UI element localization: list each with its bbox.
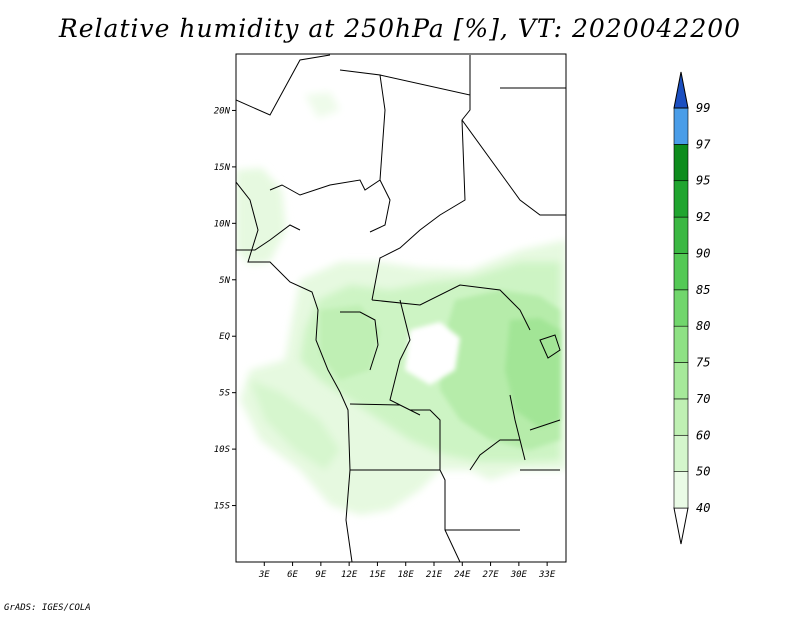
colorbar-label: 99 bbox=[696, 101, 710, 115]
lake-tanganyika bbox=[509, 394, 526, 461]
colorbar: 40 50 60 70 75 80 85 90 92 95 97 99 bbox=[673, 71, 711, 545]
colorbar-box bbox=[673, 144, 689, 182]
colorbar-label: 95 bbox=[696, 174, 710, 188]
lat-tick-label: EQ bbox=[219, 332, 230, 342]
lat-tick-label: 10S bbox=[214, 445, 231, 455]
lon-tick-label: 12E bbox=[341, 570, 358, 580]
humidity-region-40-north bbox=[236, 168, 286, 265]
colorbar-label: 90 bbox=[696, 246, 710, 260]
colorbar-box bbox=[673, 434, 689, 472]
colorbar-box bbox=[673, 471, 689, 509]
border-lines bbox=[236, 54, 566, 562]
colorbar-over-triangle bbox=[673, 71, 689, 109]
colorbar-box bbox=[673, 398, 689, 436]
colorbar-box bbox=[673, 325, 689, 363]
lat-tick-label: 15S bbox=[214, 502, 231, 512]
lon-tick-label: 9E bbox=[315, 570, 326, 580]
longitude-axis: 3E 6E 9E 12E 15E 18E 21E 24E 27E 30E 33E bbox=[258, 562, 556, 580]
colorbar-label: 50 bbox=[696, 465, 710, 479]
lat-tick-label: 5N bbox=[219, 276, 230, 286]
lon-tick-label: 30E bbox=[510, 570, 528, 580]
dry-patch bbox=[405, 322, 460, 385]
lat-tick-label: 20N bbox=[214, 106, 231, 116]
credit-text: GrADS: IGES/COLA bbox=[4, 603, 91, 613]
colorbar-label: 60 bbox=[696, 428, 710, 442]
map-frame bbox=[235, 53, 567, 563]
lon-tick-label: 18E bbox=[398, 570, 415, 580]
lon-tick-label: 3E bbox=[258, 570, 270, 580]
lon-tick-label: 33E bbox=[538, 570, 556, 580]
colorbar-box bbox=[673, 362, 689, 400]
lat-tick-label: 5S bbox=[219, 389, 230, 399]
lon-tick-label: 15E bbox=[369, 570, 386, 580]
humidity-field bbox=[236, 92, 566, 515]
colorbar-under-triangle bbox=[673, 507, 689, 545]
colorbar-box bbox=[673, 107, 689, 145]
lake-victoria bbox=[539, 334, 561, 359]
lon-tick-label: 24E bbox=[454, 570, 471, 580]
colorbar-box bbox=[673, 253, 689, 291]
lat-tick-label: 15N bbox=[214, 163, 231, 173]
lon-tick-label: 6E bbox=[287, 570, 298, 580]
lon-tick-label: 27E bbox=[482, 570, 499, 580]
lon-tick-label: 21E bbox=[426, 570, 443, 580]
colorbar-label: 85 bbox=[696, 283, 710, 297]
country-borders bbox=[236, 54, 566, 562]
colorbar-label: 40 bbox=[696, 501, 710, 515]
colorbar-label: 70 bbox=[696, 392, 710, 406]
humidity-region-50-sw bbox=[250, 380, 340, 470]
colorbar-box bbox=[673, 289, 689, 327]
lat-tick-label: 10N bbox=[214, 219, 231, 229]
colorbar-label: 92 bbox=[696, 210, 710, 224]
colorbar-label: 80 bbox=[696, 319, 710, 333]
colorbar-label: 97 bbox=[696, 137, 711, 151]
colorbar-label: 75 bbox=[696, 356, 710, 370]
latitude-axis: 20N 15N 10N 5N EQ 5S 10S 15S bbox=[214, 106, 236, 512]
humidity-region-40-sahara bbox=[305, 92, 340, 118]
chart-title: Relative humidity at 250hPa [%], VT: 202… bbox=[58, 14, 742, 43]
humidity-region-60-west bbox=[320, 305, 380, 380]
colorbar-box bbox=[673, 216, 689, 254]
colorbar-box bbox=[673, 180, 689, 218]
coastline-west-africa bbox=[236, 181, 353, 562]
humidity-region-70 bbox=[505, 318, 560, 428]
